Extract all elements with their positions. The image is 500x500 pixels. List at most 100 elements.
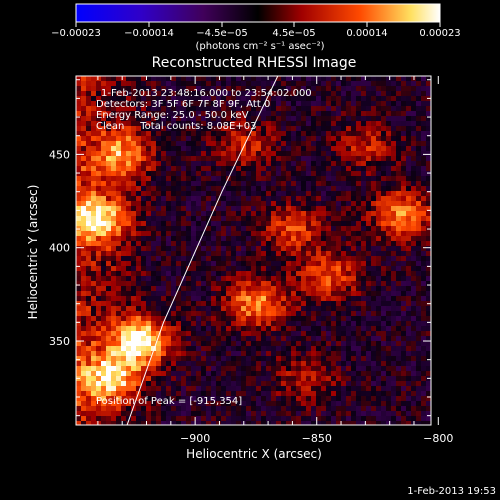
heatmap-cell	[166, 86, 171, 91]
heatmap-cell	[266, 196, 271, 201]
heatmap-cell	[311, 241, 316, 246]
heatmap-cell	[371, 91, 376, 96]
heatmap-cell	[376, 241, 381, 246]
heatmap-cell	[216, 151, 221, 156]
heatmap-cell	[161, 401, 166, 406]
heatmap-cell	[336, 241, 341, 246]
heatmap-cell	[246, 156, 251, 161]
heatmap-cell	[166, 421, 171, 425]
heatmap-cell	[421, 86, 426, 91]
heatmap-cell	[391, 271, 396, 276]
heatmap-cell	[371, 281, 376, 286]
heatmap-cell	[256, 156, 261, 161]
heatmap-cell	[316, 301, 321, 306]
heatmap-cell	[216, 401, 221, 406]
heatmap-cell	[216, 331, 221, 336]
heatmap-cell	[131, 86, 136, 91]
heatmap-cell	[196, 246, 201, 251]
heatmap-cell	[141, 96, 146, 101]
heatmap-cell	[81, 321, 86, 326]
heatmap-cell	[271, 181, 276, 186]
heatmap-cell	[81, 201, 86, 206]
heatmap-cell	[331, 261, 336, 266]
heatmap-cell	[116, 316, 121, 321]
heatmap-cell	[361, 351, 366, 356]
heatmap-cell	[346, 301, 351, 306]
heatmap-cell	[396, 161, 401, 166]
heatmap-cell	[186, 296, 191, 301]
heatmap-cell	[396, 191, 401, 196]
heatmap-cell	[261, 126, 266, 131]
heatmap-cell	[76, 351, 81, 356]
heatmap-cell	[366, 201, 371, 206]
heatmap-cell	[261, 86, 266, 91]
heatmap-cell	[351, 396, 356, 401]
heatmap-cell	[111, 246, 116, 251]
heatmap-cell	[271, 186, 276, 191]
heatmap-cell	[131, 191, 136, 196]
heatmap-cell	[101, 181, 106, 186]
heatmap-cell	[311, 321, 316, 326]
heatmap-cell	[241, 111, 246, 116]
heatmap-cell	[321, 326, 326, 331]
heatmap-cell	[76, 346, 81, 351]
heatmap-cell	[401, 371, 406, 376]
heatmap-cell	[106, 136, 111, 141]
heatmap-cell	[296, 141, 301, 146]
heatmap-cell	[386, 146, 391, 151]
heatmap-cell	[111, 76, 116, 81]
heatmap-cell	[281, 241, 286, 246]
heatmap-cell	[141, 191, 146, 196]
heatmap-cell	[111, 91, 116, 96]
heatmap-cell	[426, 256, 431, 261]
heatmap-cell	[386, 356, 391, 361]
heatmap-cell	[216, 101, 221, 106]
heatmap-cell	[416, 251, 421, 256]
heatmap-cell	[421, 386, 426, 391]
heatmap-cell	[311, 196, 316, 201]
heatmap-cell	[96, 356, 101, 361]
heatmap-cell	[211, 271, 216, 276]
heatmap-cell	[76, 201, 81, 206]
heatmap-cell	[146, 121, 151, 126]
heatmap-cell	[261, 271, 266, 276]
heatmap-cell	[426, 346, 431, 351]
heatmap-cell	[361, 276, 366, 281]
heatmap-cell	[346, 246, 351, 251]
heatmap-cell	[176, 351, 181, 356]
heatmap-cell	[361, 136, 366, 141]
heatmap-cell	[241, 396, 246, 401]
heatmap-cell	[146, 371, 151, 376]
heatmap-cell	[401, 331, 406, 336]
heatmap-cell	[126, 306, 131, 311]
heatmap-cell	[186, 86, 191, 91]
heatmap-cell	[156, 241, 161, 246]
heatmap-cell	[276, 181, 281, 186]
heatmap-cell	[371, 241, 376, 246]
heatmap-cell	[231, 176, 236, 181]
heatmap-cell	[166, 241, 171, 246]
heatmap-cell	[241, 86, 246, 91]
heatmap-cell	[86, 411, 91, 416]
heatmap-cell	[136, 386, 141, 391]
heatmap-cell	[156, 106, 161, 111]
heatmap-cell	[96, 416, 101, 421]
heatmap-cell	[286, 121, 291, 126]
heatmap-cell	[341, 146, 346, 151]
heatmap-cell	[96, 241, 101, 246]
heatmap-cell	[301, 256, 306, 261]
heatmap-cell	[421, 291, 426, 296]
heatmap-cell	[321, 266, 326, 271]
heatmap-cell	[291, 361, 296, 366]
heatmap-cell	[326, 406, 331, 411]
heatmap-cell	[421, 421, 426, 425]
heatmap-cell	[321, 251, 326, 256]
heatmap-cell	[236, 116, 241, 121]
heatmap-cell	[361, 326, 366, 331]
heatmap-cell	[371, 76, 376, 81]
heatmap-cell	[261, 381, 266, 386]
heatmap-cell	[406, 291, 411, 296]
heatmap-cell	[366, 316, 371, 321]
heatmap-cell	[261, 91, 266, 96]
heatmap-cell	[311, 141, 316, 146]
